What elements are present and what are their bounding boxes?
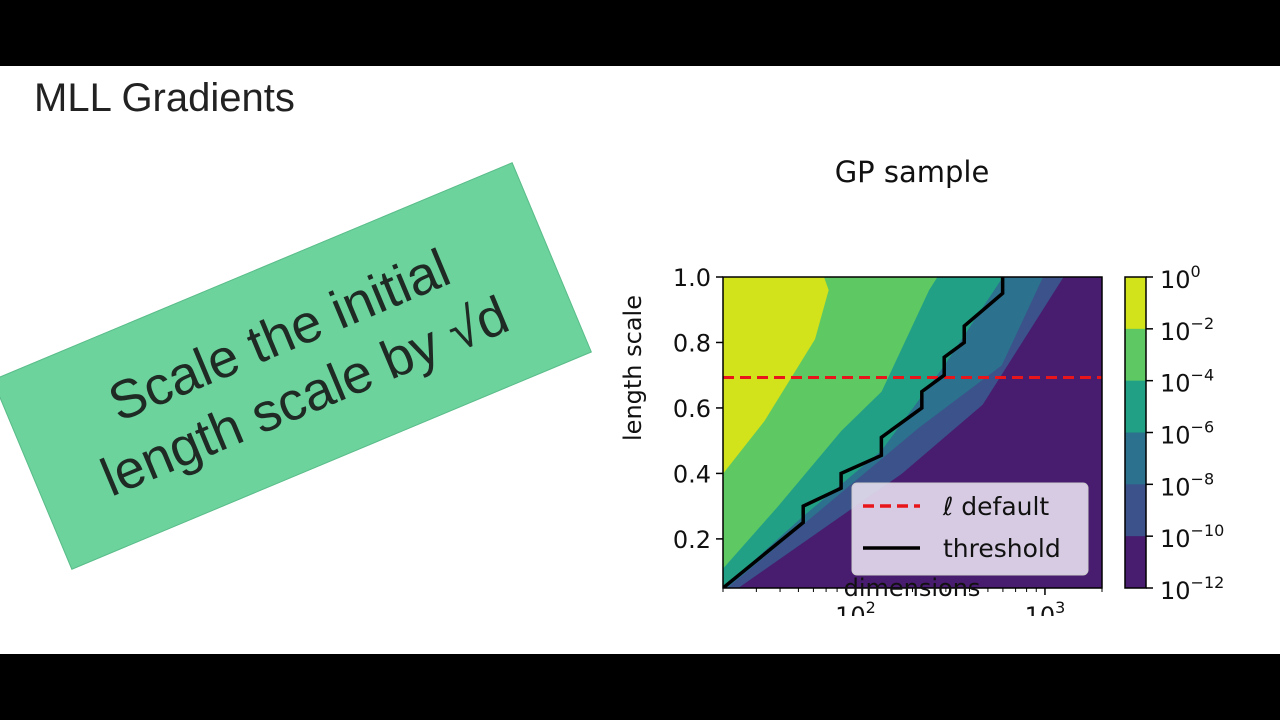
colorbar-tick-label: 100 bbox=[1160, 262, 1201, 294]
chart-title: GP sample bbox=[835, 156, 990, 189]
colorbar-band bbox=[1125, 432, 1146, 485]
colorbar-tick-label: 10−8 bbox=[1160, 469, 1214, 501]
slide: MLL Gradients Scale the initial length s… bbox=[0, 66, 1280, 654]
legend-label: ℓ default bbox=[942, 492, 1049, 521]
x-tick-label: 103 bbox=[1025, 598, 1066, 616]
y-tick-label: 0.8 bbox=[673, 329, 711, 357]
colorbar-band bbox=[1125, 484, 1146, 537]
colorbar-tick-label: 10−12 bbox=[1160, 573, 1224, 605]
colorbar-tick-label: 10−10 bbox=[1160, 521, 1224, 553]
colorbar-band bbox=[1125, 328, 1146, 382]
colorbar-band bbox=[1125, 277, 1146, 330]
y-tick-label: 0.4 bbox=[673, 460, 711, 488]
callout-box: Scale the initial length scale by √d bbox=[0, 162, 592, 570]
colorbar-tick-label: 10−2 bbox=[1160, 314, 1214, 346]
y-axis-label: length scale bbox=[619, 295, 647, 441]
colorbar-tick-label: 10−6 bbox=[1160, 418, 1214, 450]
contour-band bbox=[723, 277, 829, 480]
slide-title: MLL Gradients bbox=[34, 76, 295, 120]
contour-fills bbox=[723, 277, 1102, 588]
colorbar-band bbox=[1125, 380, 1146, 433]
plot-area: 102 103 0.2 0.4 0.6 0.8 1.0 ℓ default threshold 1… bbox=[673, 262, 1224, 616]
x-tick-label: 102 bbox=[835, 598, 876, 616]
series-line-threshold bbox=[723, 277, 1005, 588]
contour-chart: GP sample 102 103 0.2 0.4 0.6 0.8 1.0 ℓ default… bbox=[619, 156, 1224, 616]
y-tick-label: 1.0 bbox=[673, 264, 711, 292]
y-tick-label: 0.2 bbox=[673, 526, 711, 554]
x-axis-label: dimensions bbox=[844, 574, 981, 602]
legend: ℓ default threshold bbox=[851, 482, 1089, 576]
legend-box bbox=[851, 482, 1089, 576]
colorbar-tick-label: 10−4 bbox=[1160, 366, 1214, 398]
colorbar-band bbox=[1125, 536, 1146, 589]
y-tick-label: 0.6 bbox=[673, 395, 711, 423]
legend-label: threshold bbox=[943, 534, 1061, 563]
